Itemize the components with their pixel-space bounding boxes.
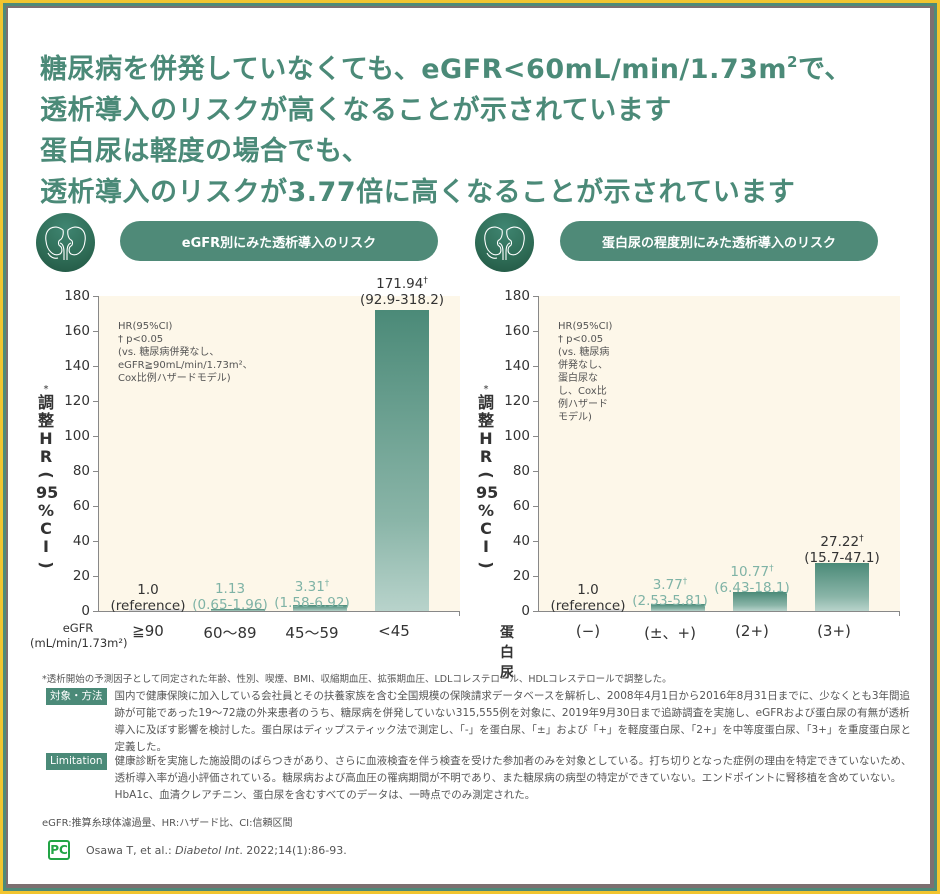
tick: [533, 436, 538, 437]
y-tick-label: 60: [72, 498, 90, 514]
methods-section: 対象・方法 国内で健康保険に加入している会社員とその扶養家族を含む全国規模の保険…: [46, 688, 916, 756]
tick: [93, 471, 98, 472]
tick: [533, 541, 538, 542]
headline-line-3: 蛋白尿は軽度の場合でも、: [40, 136, 370, 167]
x-axis: [98, 611, 460, 612]
y-tick-label: 180: [64, 288, 90, 304]
value-label: 1.0 (reference): [550, 582, 626, 614]
x-axis-title: eGFR (mL/min/1.73m²): [30, 621, 128, 650]
bar-egfr-60-89: [211, 609, 265, 611]
abbreviations: eGFR:推算糸球体濾過量、HR:ハザード比、CI:信頼区間: [42, 818, 293, 829]
y-tick-label: 120: [64, 393, 90, 409]
y-tick-label: 0: [81, 603, 90, 619]
y-tick-label: 100: [64, 428, 90, 444]
tick: [533, 296, 538, 297]
y-tick-label: 20: [512, 568, 530, 584]
x-category: (−): [575, 622, 601, 640]
tick: [93, 541, 98, 542]
chart-legend: HR(95%CI) † p<0.05 (vs. 糖尿病併発なし、蛋白尿なし、Co…: [558, 321, 613, 423]
y-tick-label: 140: [64, 358, 90, 374]
pc-logo-icon: PC: [48, 840, 70, 860]
tick: [533, 611, 538, 612]
methods-text: 国内で健康保険に加入している会社員とその扶養家族を含む全国規模の保険請求データベ…: [114, 690, 911, 753]
limitation-text: 健康診断を実施した施設間のばらつきがあり、さらに血液検査を伴う検査を受けた参加者…: [114, 755, 912, 801]
y-tick-label: 0: [521, 603, 530, 619]
tick: [93, 296, 98, 297]
tick: [93, 436, 98, 437]
bar-egfr-lt45: [375, 310, 429, 611]
x-category: (±、+): [644, 624, 696, 642]
value-label: 1.13 (0.65-1.96): [192, 581, 268, 613]
tick: [93, 576, 98, 577]
x-category: ≧90: [132, 622, 164, 640]
methods-tag: 対象・方法: [46, 688, 107, 705]
tick: [93, 611, 98, 612]
y-axis-title: * 調 整 H R ( 95 % C I ): [476, 384, 499, 569]
tick: [93, 331, 98, 332]
bar-proteinuria-negative: [569, 609, 623, 611]
tick: [533, 366, 538, 367]
value-label: 171.94† (92.9-318.2): [359, 276, 445, 308]
citation: PC Osawa T, et al.: Diabetol Int. 2022;1…: [48, 840, 347, 860]
tick: [533, 471, 538, 472]
page: 糖尿病を併発していなくても、eGFR<60mL/min/1.73m2で、 透析導…: [8, 8, 930, 884]
value-label: 3.31† (1.58-6.92): [274, 579, 350, 611]
x-axis: [538, 611, 900, 612]
bar-egfr-90: [129, 609, 183, 611]
tick: [533, 331, 538, 332]
y-tick-label: 20: [72, 568, 90, 584]
value-label: 10.77† (6.43-18.1): [714, 564, 790, 596]
x-category: 45〜59: [285, 624, 339, 642]
bar-proteinuria-2plus: [733, 592, 787, 611]
y-tick-label: 80: [72, 463, 90, 479]
y-tick-label: 60: [512, 498, 530, 514]
y-tick-label: 40: [72, 533, 90, 549]
x-axis-title: 蛋白尿: [500, 625, 514, 681]
bar-proteinuria-mild: [651, 604, 705, 611]
tick: [93, 366, 98, 367]
limitation-tag: Limitation: [46, 753, 107, 770]
x-category: <45: [378, 622, 410, 640]
limitation-section: Limitation 健康診断を実施した施設間のばらつきがあり、さらに血液検査を…: [46, 753, 916, 804]
bar-proteinuria-3plus: [815, 563, 869, 611]
axis-end-tick: [899, 611, 900, 616]
tick: [93, 401, 98, 402]
kidney-icon: [36, 213, 95, 272]
x-category: (3+): [817, 622, 851, 640]
headline: 糖尿病を併発していなくても、eGFR<60mL/min/1.73m2で、 透析導…: [40, 42, 852, 213]
citation-text: Osawa T, et al.: Diabetol Int. 2022;14(1…: [86, 843, 347, 857]
y-tick-label: 100: [504, 428, 530, 444]
tick: [533, 506, 538, 507]
value-label: 3.77† (2.53-5.81): [632, 577, 708, 609]
y-axis: [98, 296, 99, 611]
tick: [93, 506, 98, 507]
kidney-icon: [475, 213, 534, 272]
chart-legend: HR(95%CI) † p<0.05 (vs. 糖尿病併発なし、eGFR≧90m…: [118, 321, 253, 384]
x-category: 60〜89: [203, 624, 257, 642]
y-tick-label: 160: [504, 323, 530, 339]
headline-line-1: 糖尿病を併発していなくても、eGFR<60mL/min/1.73m2で、: [40, 53, 852, 85]
chart-title-proteinuria: 蛋白尿の程度別にみた透析導入のリスク: [560, 221, 878, 261]
y-tick-label: 120: [504, 393, 530, 409]
value-label: 27.22† (15.7-47.1): [804, 534, 880, 566]
tick: [533, 576, 538, 577]
bar-egfr-45-59: [293, 605, 347, 611]
chart-title-egfr: eGFR別にみた透析導入のリスク: [120, 221, 438, 261]
y-tick-label: 80: [512, 463, 530, 479]
y-tick-label: 180: [504, 288, 530, 304]
y-axis: [538, 296, 539, 611]
y-tick-label: 140: [504, 358, 530, 374]
tick: [533, 401, 538, 402]
axis-end-tick: [459, 611, 460, 616]
y-tick-label: 160: [64, 323, 90, 339]
footnote-adjustment: *透析開始の予測因子として同定された年齢、性別、喫煙、BMI、収縮期血圧、拡張期…: [42, 674, 672, 685]
value-label: 1.0 (reference): [110, 582, 186, 614]
y-axis-title: * 調 整 H R ( 95 % C I ): [36, 384, 59, 569]
headline-line-4: 透析導入のリスクが3.77倍に高くなることが示されています: [40, 177, 796, 208]
y-tick-label: 40: [512, 533, 530, 549]
headline-line-2: 透析導入のリスクが高くなることが示されています: [40, 95, 672, 126]
plot-area: [538, 296, 900, 611]
x-category: (2+): [735, 622, 769, 640]
